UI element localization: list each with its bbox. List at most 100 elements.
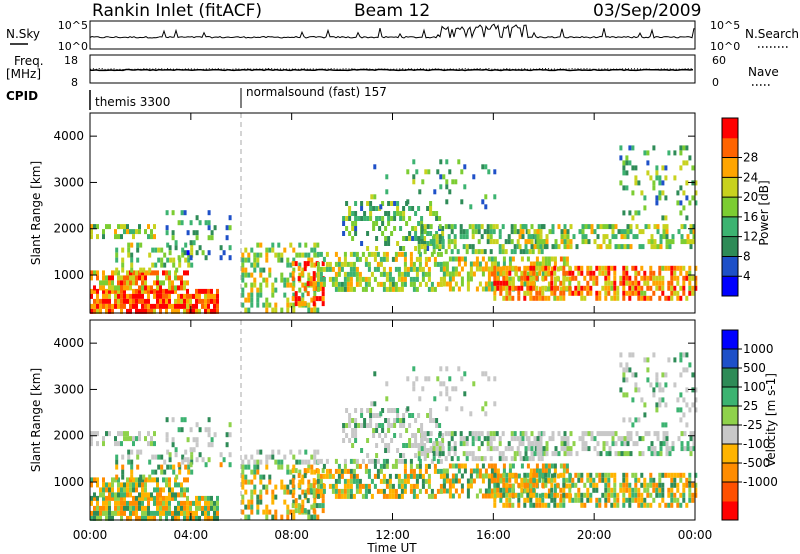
velocity-cell <box>168 482 171 488</box>
noise-right-tick-bottom: 10^0 <box>710 40 740 53</box>
velocity-cell <box>370 458 374 464</box>
velocity-cell <box>668 451 672 457</box>
velocity-cell <box>527 436 531 442</box>
power-cell <box>661 265 665 271</box>
velocity-cell <box>448 396 452 402</box>
velocity-cell <box>159 487 162 493</box>
power-cell <box>153 280 156 286</box>
velocity-cell <box>610 502 614 508</box>
power-cell <box>180 303 183 309</box>
power-cell <box>565 276 569 282</box>
power-cell <box>165 210 169 216</box>
power-cell <box>468 224 472 230</box>
power-cell <box>115 247 119 253</box>
velocity-cell <box>445 488 449 494</box>
velocity-cell <box>96 495 99 501</box>
velocity-cell <box>177 492 180 498</box>
velocity-cell <box>195 422 199 428</box>
velocity-cell <box>268 509 272 515</box>
velocity-cell <box>366 438 370 443</box>
power-cell <box>547 265 551 271</box>
velocity-cell <box>498 441 502 447</box>
power-cell <box>469 266 473 272</box>
velocity-cell <box>441 443 445 448</box>
power-cell <box>563 239 567 245</box>
power-cell <box>553 261 557 267</box>
velocity-cell <box>580 477 584 483</box>
velocity-cell <box>560 441 564 447</box>
velocity-cell <box>559 463 563 469</box>
power-cell <box>529 276 533 282</box>
power-cell <box>607 285 611 291</box>
velocity-cell <box>611 436 615 442</box>
velocity-cell <box>646 492 650 498</box>
power-cell <box>487 256 491 262</box>
power-cell <box>517 295 521 301</box>
power-cell <box>607 275 611 281</box>
velocity-cell <box>574 497 578 503</box>
power-cell <box>138 293 141 299</box>
velocity-cell <box>439 381 443 387</box>
velocity-cell <box>499 492 503 498</box>
velocity-cell <box>297 483 301 489</box>
power-cell <box>174 303 177 309</box>
power-cell <box>535 285 539 291</box>
velocity-cell <box>412 366 416 372</box>
power-cell <box>536 229 540 235</box>
velocity-cell <box>303 468 307 474</box>
power-cell <box>465 234 469 240</box>
velocity-cell <box>634 487 638 493</box>
power-cell <box>447 234 451 240</box>
velocity-cell <box>487 493 491 499</box>
velocity-cell <box>652 352 656 358</box>
velocity-cell <box>375 423 379 428</box>
power-cell <box>520 285 524 291</box>
power-cell <box>342 221 346 226</box>
velocity-cell <box>619 482 623 488</box>
power-cell <box>150 285 153 291</box>
velocity-cell <box>529 492 533 498</box>
velocity-cell <box>414 438 418 443</box>
velocity-cell <box>292 509 296 515</box>
power-cell <box>556 295 560 301</box>
power-cell <box>394 256 398 262</box>
velocity-cell <box>244 464 248 470</box>
power-cell <box>144 303 147 309</box>
power-cell <box>253 262 257 268</box>
velocity-cell <box>355 473 359 479</box>
power-cell <box>198 288 201 294</box>
velocity-cell <box>162 477 165 483</box>
power-cell <box>562 261 566 267</box>
power-cell <box>465 244 469 250</box>
velocity-cell <box>644 431 648 437</box>
velocity-cell <box>135 515 138 521</box>
power-cell <box>165 293 168 299</box>
power-cell <box>676 290 680 296</box>
power-cell <box>409 266 413 272</box>
power-cell <box>303 301 307 307</box>
velocity-cell <box>328 473 332 479</box>
velocity-cell <box>180 417 184 423</box>
velocity-cell <box>553 472 557 478</box>
power-cell <box>463 184 467 190</box>
power-cell <box>511 256 515 262</box>
velocity-cell <box>108 431 111 437</box>
power-cell <box>566 229 570 235</box>
velocity-cell <box>189 505 192 511</box>
velocity-cell <box>195 505 198 511</box>
velocity-cell <box>478 488 482 494</box>
power-cell <box>298 272 302 278</box>
power-cell <box>661 180 665 186</box>
cpid-panel: CPID themis 3300 normalsound (fast) 157 <box>6 85 387 110</box>
velocity-cell <box>343 483 347 489</box>
velocity-cell <box>465 441 469 447</box>
velocity-cell <box>438 431 442 437</box>
velocity-cell <box>559 472 563 478</box>
power-cell <box>207 288 210 294</box>
power-cell <box>484 281 488 287</box>
power-cell <box>348 211 352 216</box>
velocity-cell <box>153 487 156 493</box>
power-cell <box>423 236 427 241</box>
velocity-cell <box>165 432 169 438</box>
colorbar-swatch <box>722 118 738 139</box>
